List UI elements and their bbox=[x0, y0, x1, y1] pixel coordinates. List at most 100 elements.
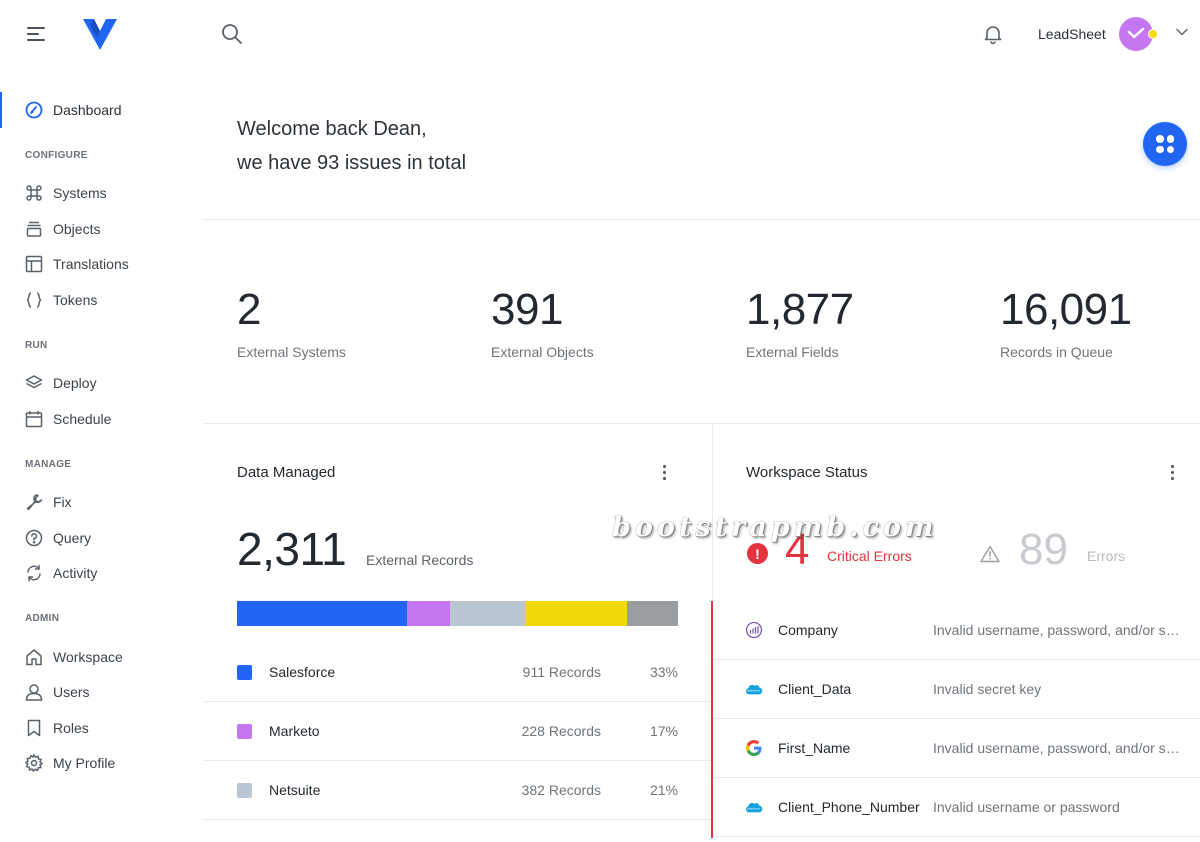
sidebar-item-deploy[interactable]: Deploy bbox=[0, 366, 203, 402]
sidebar-item-workspace[interactable]: Workspace bbox=[0, 639, 203, 675]
bookmark-icon bbox=[24, 718, 44, 738]
marketo-icon bbox=[745, 621, 763, 639]
search-icon[interactable] bbox=[221, 23, 243, 45]
color-swatch bbox=[237, 724, 252, 739]
error-message: Invalid secret key bbox=[933, 681, 1042, 697]
welcome-message: Welcome back Dean, we have 93 issues in … bbox=[237, 112, 466, 180]
nav-section-heading-run: RUN bbox=[25, 339, 48, 351]
sidebar-item-systems[interactable]: Systems bbox=[0, 176, 203, 212]
bar-segment bbox=[449, 601, 526, 626]
record-percent: 33% bbox=[649, 664, 678, 680]
dashboard-icon bbox=[24, 100, 44, 120]
bell-icon[interactable] bbox=[982, 23, 1004, 45]
archive-icon bbox=[24, 219, 44, 239]
record-percent: 21% bbox=[649, 782, 678, 798]
stat-value: 2 bbox=[237, 285, 261, 334]
refresh-icon bbox=[24, 563, 44, 583]
more-vertical-icon[interactable] bbox=[658, 463, 670, 483]
watermark: bootstrapmb.com bbox=[612, 512, 938, 543]
data-managed-total: 2,311 bbox=[237, 523, 347, 575]
data-managed-stacked-bar bbox=[237, 601, 678, 626]
layout-icon bbox=[24, 254, 44, 274]
svg-text:salesforce: salesforce bbox=[747, 689, 761, 693]
bar-segment bbox=[406, 601, 450, 626]
top-bar: LeadSheet bbox=[203, 0, 1200, 68]
list-item[interactable]: Netsuite 382 Records 21% bbox=[203, 761, 712, 820]
error-count: 89 bbox=[1019, 525, 1068, 574]
critical-indicator-line bbox=[711, 601, 713, 838]
warning-triangle-icon bbox=[980, 545, 1000, 563]
sidebar-item-my-profile[interactable]: My Profile bbox=[0, 746, 203, 782]
sidebar-item-label: Deploy bbox=[53, 375, 97, 392]
menu-toggle-icon[interactable] bbox=[27, 26, 47, 42]
sidebar-item-tokens[interactable]: Tokens bbox=[0, 282, 203, 318]
table-row[interactable]: First_Name Invalid username, password, a… bbox=[713, 719, 1200, 778]
stat-value: 391 bbox=[491, 285, 563, 334]
help-circle-icon bbox=[24, 528, 44, 548]
sidebar-item-label: Translations bbox=[53, 256, 129, 273]
color-swatch bbox=[237, 783, 252, 798]
command-icon bbox=[24, 183, 44, 203]
stat-label: External Objects bbox=[491, 344, 594, 360]
sidebar-item-objects[interactable]: Objects bbox=[0, 211, 203, 247]
avatar[interactable] bbox=[1119, 17, 1153, 51]
sidebar-item-schedule[interactable]: Schedule bbox=[0, 401, 203, 437]
field-name: Client_Phone_Number bbox=[778, 799, 920, 815]
sidebar-item-label: Roles bbox=[53, 719, 89, 736]
color-swatch bbox=[237, 665, 252, 680]
table-row[interactable]: salesforce Client_Data Invalid secret ke… bbox=[713, 660, 1200, 719]
data-managed-total-label: External Records bbox=[366, 552, 474, 568]
card-divider bbox=[712, 424, 713, 601]
source-name: Netsuite bbox=[269, 782, 321, 798]
apps-grid-icon bbox=[1156, 135, 1174, 153]
sidebar-item-fix[interactable]: Fix bbox=[0, 485, 203, 521]
sidebar-item-translations[interactable]: Translations bbox=[0, 247, 203, 283]
sidebar-item-activity[interactable]: Activity bbox=[0, 556, 203, 592]
record-count: 911 Records bbox=[522, 664, 601, 680]
error-message: Invalid username, password, and/or secur… bbox=[933, 622, 1185, 638]
error-message: Invalid username or password bbox=[933, 799, 1120, 815]
stat-value: 16,091 bbox=[1000, 285, 1132, 334]
field-name: Client_Data bbox=[778, 681, 852, 697]
sidebar-nav: Dashboard CONFIGURE Systems Objects Tran… bbox=[0, 92, 203, 781]
layers-icon bbox=[24, 373, 44, 393]
welcome-line-2: we have 93 issues in total bbox=[237, 152, 467, 174]
source-name: Marketo bbox=[269, 723, 320, 739]
user-name[interactable]: LeadSheet bbox=[1038, 26, 1106, 42]
stat-label: External Systems bbox=[237, 344, 346, 360]
sidebar: Dashboard CONFIGURE Systems Objects Tran… bbox=[0, 0, 203, 842]
bar-segment bbox=[626, 601, 678, 626]
field-name: Company bbox=[778, 622, 838, 638]
list-item[interactable]: Salesforce 911 Records 33% bbox=[203, 643, 712, 702]
nav-section-heading-admin: ADMIN bbox=[25, 613, 60, 624]
alert-circle-icon: ! bbox=[747, 543, 768, 564]
apps-button[interactable] bbox=[1143, 122, 1187, 166]
record-count: 382 Records bbox=[521, 782, 601, 798]
error-message: Invalid username, password, and/or secur… bbox=[933, 740, 1185, 756]
sidebar-item-users[interactable]: Users bbox=[0, 675, 203, 711]
salesforce-icon: salesforce bbox=[745, 680, 763, 698]
card-title: Workspace Status bbox=[746, 464, 868, 481]
google-icon bbox=[745, 739, 763, 757]
table-row[interactable]: Company Invalid username, password, and/… bbox=[713, 601, 1200, 660]
sidebar-item-label: Systems bbox=[53, 185, 107, 202]
divider bbox=[203, 423, 1200, 424]
sidebar-item-dashboard[interactable]: Dashboard bbox=[0, 92, 203, 128]
sidebar-item-label: Tokens bbox=[53, 291, 98, 308]
table-row[interactable]: salesforce Client_Phone_Number Invalid u… bbox=[713, 778, 1200, 837]
list-item[interactable]: Marketo 228 Records 17% bbox=[203, 702, 712, 761]
critical-error-label: Critical Errors bbox=[827, 548, 912, 564]
sidebar-item-roles[interactable]: Roles bbox=[0, 710, 203, 746]
sidebar-item-label: My Profile bbox=[53, 755, 116, 772]
stat-records-in-queue: 16,091 Records in Queue bbox=[1000, 283, 1132, 360]
error-label: Errors bbox=[1087, 548, 1126, 564]
sidebar-item-query[interactable]: Query bbox=[0, 520, 203, 556]
calendar-icon bbox=[24, 409, 44, 429]
more-vertical-icon[interactable] bbox=[1166, 463, 1178, 483]
stat-label: Records in Queue bbox=[1000, 344, 1113, 360]
user-icon bbox=[24, 682, 44, 702]
stat-external-fields: 1,877 External Fields bbox=[746, 283, 854, 360]
stat-value: 1,877 bbox=[746, 285, 854, 334]
brand-logo-icon[interactable] bbox=[82, 17, 118, 51]
chevron-down-icon[interactable] bbox=[1175, 27, 1189, 37]
